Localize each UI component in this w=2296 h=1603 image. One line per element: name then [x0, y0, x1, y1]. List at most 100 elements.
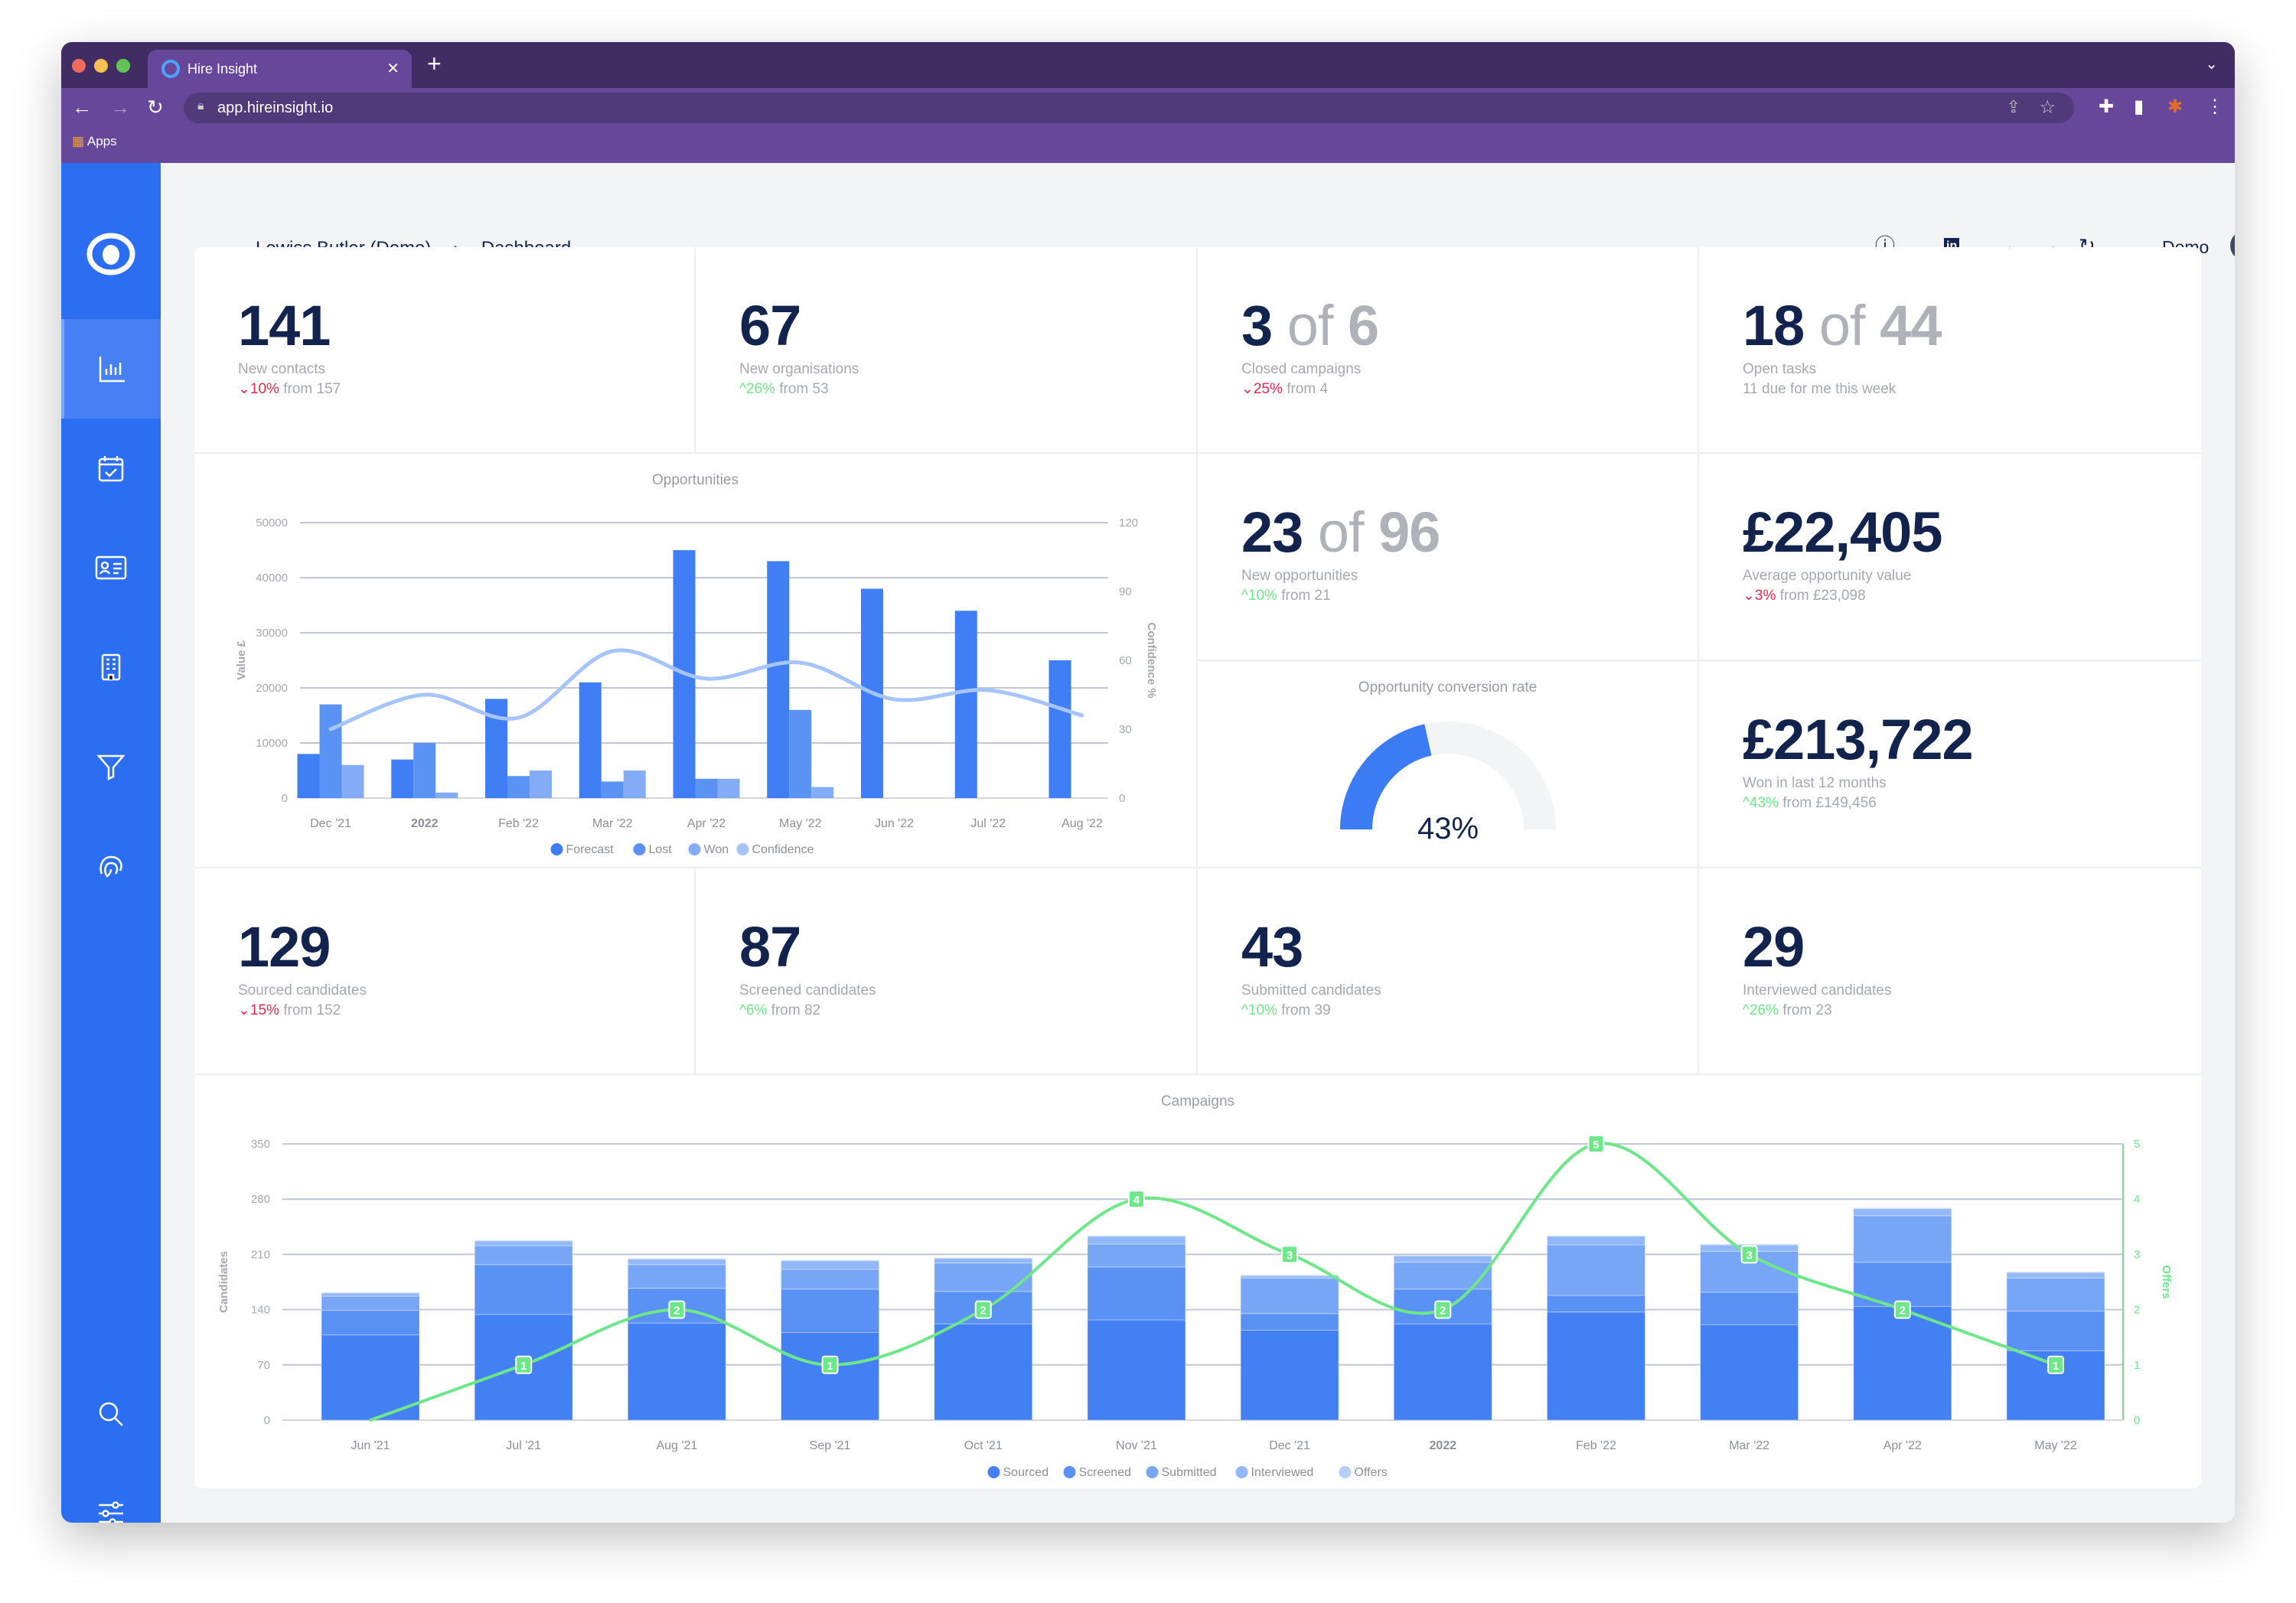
- close-tab-icon[interactable]: ✕: [386, 60, 400, 77]
- offers-data-label: 1: [827, 1360, 833, 1373]
- sidebar-item-analytics[interactable]: [61, 319, 161, 419]
- y2-tick-label: 0: [1119, 792, 1125, 805]
- bar-sourced: [781, 1332, 880, 1421]
- kpi-change: ⌄10% from 157: [238, 381, 341, 397]
- tab-list-chevron-icon[interactable]: ⌄: [2205, 56, 2218, 73]
- bar-sourced: [1853, 1305, 1952, 1421]
- kpi-label: Average opportunity value: [1743, 568, 1912, 584]
- bar-interviewed: [627, 1259, 726, 1266]
- kpi-value: £22,405: [1743, 500, 1942, 564]
- y-tick-label: 140: [251, 1304, 270, 1317]
- kpi-open-tasks[interactable]: 18 of 44 Open tasks 11 due for me this w…: [1699, 247, 2201, 454]
- kpi-screened-candidates[interactable]: 87 Screened candidates ^6% from 82: [696, 868, 1198, 1075]
- chart-title: Campaigns: [1160, 1093, 1235, 1109]
- reload-icon[interactable]: ↻: [147, 96, 164, 119]
- y2-tick-label: 2: [2134, 1304, 2140, 1317]
- logo-eye-icon[interactable]: [61, 204, 161, 304]
- x-tick-label: Feb '22: [498, 817, 539, 830]
- avatar[interactable]: DU: [2230, 230, 2235, 261]
- offers-data-label-box: [515, 1355, 533, 1374]
- kpi-new-contacts[interactable]: 141 New contacts ⌄10% from 157: [194, 247, 696, 454]
- bar-offers: [474, 1240, 573, 1242]
- sidebar-item-contacts[interactable]: [61, 518, 161, 617]
- kpi-label: Closed campaigns: [1241, 361, 1362, 377]
- kpi-label: Interviewed candidates: [1743, 982, 1892, 999]
- minimize-window-button[interactable]: [94, 59, 108, 73]
- kpi-change: ^26% from 23: [1743, 1002, 1832, 1018]
- bar-submitted: [627, 1264, 726, 1289]
- share-icon[interactable]: ⇪: [2006, 97, 2020, 116]
- bar-sourced: [1240, 1329, 1339, 1421]
- offers-data-label: 1: [520, 1360, 527, 1373]
- kpi-average-opportunity-value[interactable]: £22,405 Average opportunity value ⌄3% fr…: [1699, 454, 2201, 661]
- profile-extension-icon[interactable]: ✱: [2167, 96, 2183, 117]
- bar-forecast: [297, 754, 320, 798]
- kpi-won-12-months[interactable]: £213,722 Won in last 12 months ^43% from…: [1699, 661, 2201, 868]
- new-tab-button[interactable]: +: [427, 50, 442, 77]
- sidebar-item-search[interactable]: [61, 1364, 161, 1464]
- sidebar: [61, 163, 161, 1523]
- offers-data-label-box: [1587, 1135, 1605, 1153]
- x-tick-label: Dec '21: [1269, 1439, 1310, 1452]
- bar-screened: [474, 1264, 573, 1315]
- bar-submitted: [1546, 1244, 1645, 1296]
- address-bar[interactable]: 🔒︎ app.hireinsight.io ⇪ ☆: [184, 93, 2074, 123]
- y-axis-title: Candidates: [217, 1251, 230, 1313]
- contact-card-icon: [95, 556, 127, 580]
- calendar-check-icon: [98, 456, 124, 482]
- legend-marker: [1339, 1466, 1352, 1478]
- x-tick-label: Mar '22: [592, 817, 633, 830]
- kpi-closed-campaigns[interactable]: 3 of 6 Closed campaigns ⌄25% from 4: [1198, 247, 1699, 454]
- bar-lost: [601, 781, 624, 798]
- forward-icon[interactable]: →: [110, 96, 130, 119]
- kpi-sourced-candidates[interactable]: 129 Sourced candidates ⌄15% from 152: [194, 868, 696, 1075]
- back-icon[interactable]: ←: [72, 96, 92, 119]
- sidebar-item-organisations[interactable]: [61, 617, 161, 717]
- bar-screened: [1700, 1292, 1799, 1325]
- x-tick-label: Jun '22: [875, 817, 914, 830]
- y-tick-label: 30000: [256, 627, 288, 640]
- bar-forecast: [579, 682, 602, 798]
- sidebar-item-campaigns[interactable]: [61, 717, 161, 816]
- opportunities-chart-card: Opportunities 0 10000 20000 30000 40000 50000…: [194, 454, 1198, 868]
- kpi-value: 23 of 96: [1241, 500, 1440, 564]
- bar-forecast: [1049, 660, 1071, 798]
- bar-forecast: [954, 611, 977, 798]
- sidebar-item-settings[interactable]: [61, 1464, 161, 1523]
- maximize-window-button[interactable]: [116, 59, 130, 73]
- bar-screened: [1087, 1266, 1186, 1321]
- legend-label: Screened: [1079, 1466, 1132, 1479]
- y-tick-label: 280: [251, 1193, 270, 1206]
- offers-data-label-box: [821, 1355, 839, 1374]
- bookmark-star-icon[interactable]: ☆: [2039, 97, 2056, 118]
- browser-menu-icon[interactable]: ⋮: [2206, 96, 2224, 117]
- kpi-interviewed-candidates[interactable]: 29 Interviewed candidates ^26% from 23: [1699, 868, 2201, 1075]
- y-tick-label: 10000: [256, 737, 288, 750]
- x-tick-label: 2022: [1429, 1439, 1456, 1452]
- kpi-label: Open tasks: [1743, 361, 1817, 377]
- trend-down-icon: ⌄: [238, 1002, 250, 1018]
- x-tick-label: Sep '21: [810, 1439, 851, 1452]
- trend-up-icon: ^: [739, 381, 746, 397]
- bookmark-apps[interactable]: ▦ Apps: [72, 134, 117, 149]
- kpi-change: ^43% from £149,456: [1743, 795, 1877, 811]
- bar-submitted: [474, 1245, 573, 1266]
- bar-lost: [319, 704, 342, 798]
- extensions-icon[interactable]: ✚: [2099, 96, 2115, 117]
- browser-tab[interactable]: Hire Insight ✕: [148, 50, 412, 88]
- trend-up-icon: ^: [1743, 795, 1750, 811]
- offers-data-label-box: [1127, 1190, 1145, 1209]
- close-window-button[interactable]: [72, 59, 86, 73]
- sidebar-item-opportunities[interactable]: [61, 816, 161, 916]
- kpi-change: ^10% from 39: [1241, 1002, 1331, 1018]
- bar-offers: [1700, 1243, 1799, 1246]
- kpi-new-organisations[interactable]: 67 New organisations ^26% from 53: [696, 247, 1198, 454]
- kpi-submitted-candidates[interactable]: 43 Submitted candidates ^10% from 39: [1198, 868, 1699, 1075]
- x-tick-label: May '22: [2034, 1439, 2077, 1452]
- apps-label: Apps: [86, 134, 117, 148]
- sidebar-item-tasks[interactable]: [61, 419, 161, 518]
- kpi-new-opportunities[interactable]: 23 of 96 New opportunities ^10% from 21: [1198, 454, 1699, 661]
- favicon-eye-icon: [161, 60, 180, 78]
- sidepanel-icon[interactable]: ▮: [2134, 96, 2144, 117]
- bar-sourced: [1546, 1311, 1645, 1421]
